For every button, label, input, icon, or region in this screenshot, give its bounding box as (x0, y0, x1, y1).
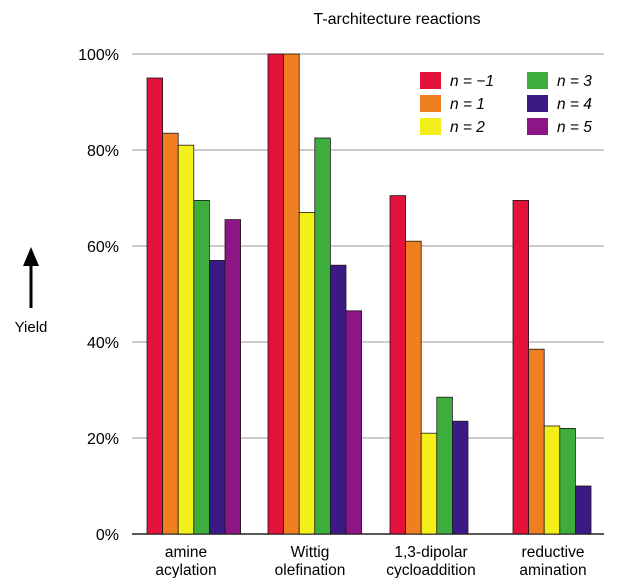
bar (543, 425, 561, 535)
bar (298, 211, 316, 535)
legend-swatch (527, 95, 548, 112)
bar (528, 348, 545, 535)
y-tick-label: 60% (87, 239, 119, 256)
legend-label: n = 2 (450, 119, 485, 136)
bar (146, 77, 164, 535)
bar (436, 396, 453, 535)
y-tick-label: 0% (96, 527, 119, 544)
x-tick-label: amine (165, 544, 207, 561)
bar (451, 420, 469, 535)
legend-label: n = 4 (557, 96, 592, 113)
x-tick-label: Wittig (291, 544, 330, 561)
y-tick-label: 100% (78, 47, 119, 64)
bar (345, 310, 363, 535)
legend-label: n = −1 (450, 73, 494, 90)
x-tick-label: reductive (522, 544, 585, 561)
legend: n = −1 n = 1 n = 2 n = 3 n = 4 n = 5 (420, 72, 592, 136)
x-tick-label: acylation (155, 562, 216, 578)
y-axis-ticks: 0% 20% 40% 60% 80% 100% (78, 47, 119, 544)
legend-label: n = 1 (450, 96, 485, 113)
legend-swatch (420, 95, 441, 112)
x-tick-label: amination (519, 562, 586, 578)
bar (193, 199, 210, 535)
bar (575, 485, 592, 535)
bar (329, 264, 347, 535)
bar (224, 219, 242, 535)
bar (512, 199, 530, 535)
y-tick-label: 80% (87, 143, 119, 160)
chart-title: T-architecture reactions (313, 11, 480, 28)
x-tick-label: olefination (275, 562, 346, 578)
bar (559, 427, 576, 535)
up-arrow-head-icon (23, 247, 39, 266)
bar (314, 137, 331, 535)
legend-swatch (420, 72, 441, 89)
bar (177, 144, 195, 535)
y-tick-label: 40% (87, 335, 119, 352)
y-axis-label: Yield (15, 247, 48, 336)
bar (420, 432, 438, 535)
bar (405, 240, 422, 535)
legend-swatch (420, 118, 441, 135)
bar (208, 259, 226, 535)
bar (283, 53, 300, 535)
bar (267, 53, 285, 535)
bars (146, 53, 592, 535)
y-tick-label: 20% (87, 431, 119, 448)
x-tick-label: 1,3-dipolar (394, 544, 467, 561)
legend-swatch (527, 118, 548, 135)
legend-label: n = 3 (557, 73, 592, 90)
legend-swatch (527, 72, 548, 89)
bar (162, 132, 179, 535)
y-axis-title: Yield (15, 319, 48, 336)
x-tick-label: cycloaddition (386, 562, 476, 578)
legend-label: n = 5 (557, 119, 592, 136)
bar (389, 195, 407, 535)
